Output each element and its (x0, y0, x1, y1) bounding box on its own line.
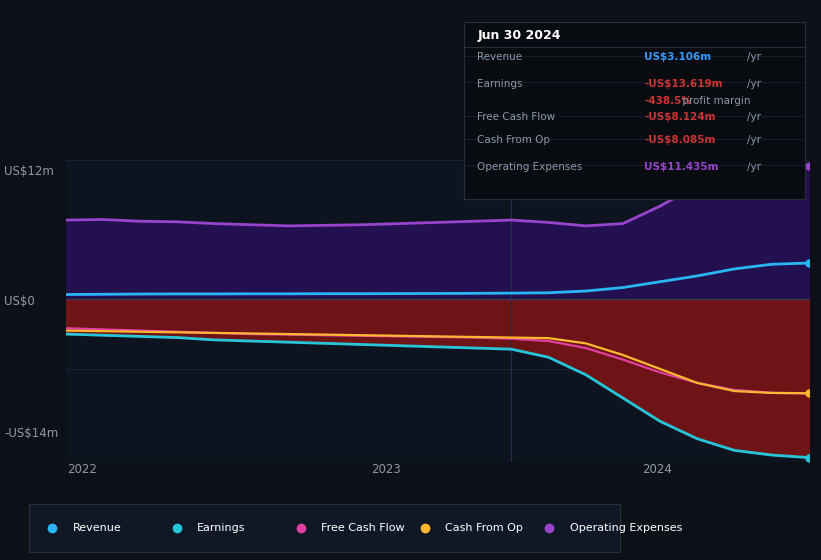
Text: Revenue: Revenue (478, 53, 523, 62)
Text: Cash From Op: Cash From Op (478, 136, 551, 145)
Text: /yr: /yr (746, 113, 761, 123)
Text: -438.5%: -438.5% (644, 96, 692, 106)
Text: profit margin: profit margin (678, 96, 750, 106)
Text: Operating Expenses: Operating Expenses (478, 162, 583, 172)
Text: -US$14m: -US$14m (4, 427, 58, 440)
Text: /yr: /yr (746, 79, 761, 89)
Text: Free Cash Flow: Free Cash Flow (321, 523, 405, 533)
Text: Earnings: Earnings (478, 79, 523, 89)
Text: -US$13.619m: -US$13.619m (644, 79, 723, 89)
Text: -US$8.085m: -US$8.085m (644, 136, 716, 145)
Text: 2022: 2022 (67, 463, 97, 476)
Text: /yr: /yr (746, 136, 761, 145)
Text: -US$8.124m: -US$8.124m (644, 113, 716, 123)
Text: 2023: 2023 (371, 463, 401, 476)
Text: US$11.435m: US$11.435m (644, 162, 719, 172)
Text: Free Cash Flow: Free Cash Flow (478, 113, 556, 123)
Text: Operating Expenses: Operating Expenses (570, 523, 682, 533)
Text: Jun 30 2024: Jun 30 2024 (478, 30, 561, 43)
Text: /yr: /yr (746, 53, 761, 62)
Text: 2024: 2024 (642, 463, 672, 476)
Text: Revenue: Revenue (73, 523, 122, 533)
Text: /yr: /yr (746, 162, 761, 172)
Text: US$0: US$0 (4, 295, 34, 308)
Text: Cash From Op: Cash From Op (446, 523, 523, 533)
Text: Earnings: Earnings (197, 523, 245, 533)
Text: US$3.106m: US$3.106m (644, 53, 712, 62)
Text: US$12m: US$12m (4, 165, 54, 178)
